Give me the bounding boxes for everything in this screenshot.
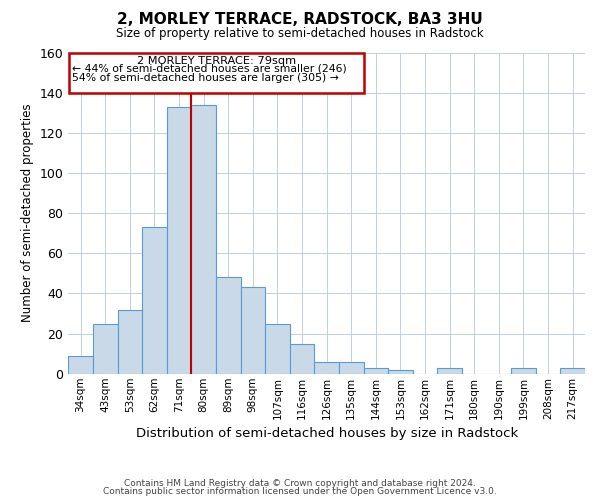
Text: Contains HM Land Registry data © Crown copyright and database right 2024.: Contains HM Land Registry data © Crown c… [124,478,476,488]
Y-axis label: Number of semi-detached properties: Number of semi-detached properties [21,104,34,322]
Bar [265,324,290,374]
Bar [339,362,364,374]
Bar [93,324,118,374]
Text: Contains public sector information licensed under the Open Government Licence v3: Contains public sector information licen… [103,487,497,496]
Bar [216,278,241,374]
Bar [142,227,167,374]
Bar [437,368,462,374]
Bar [388,370,413,374]
Bar [511,368,536,374]
Text: ← 44% of semi-detached houses are smaller (246): ← 44% of semi-detached houses are smalle… [73,64,347,74]
Bar [314,362,339,374]
Text: 54% of semi-detached houses are larger (305) →: 54% of semi-detached houses are larger (… [73,72,340,83]
Bar [560,368,585,374]
Bar [167,106,191,374]
Text: Size of property relative to semi-detached houses in Radstock: Size of property relative to semi-detach… [116,28,484,40]
X-axis label: Distribution of semi-detached houses by size in Radstock: Distribution of semi-detached houses by … [136,427,518,440]
Bar [118,310,142,374]
Text: 2 MORLEY TERRACE: 79sqm: 2 MORLEY TERRACE: 79sqm [137,56,296,66]
Bar [191,104,216,374]
Bar [69,52,364,92]
Bar [68,356,93,374]
Bar [290,344,314,374]
Bar [364,368,388,374]
Bar [241,288,265,374]
Text: 2, MORLEY TERRACE, RADSTOCK, BA3 3HU: 2, MORLEY TERRACE, RADSTOCK, BA3 3HU [117,12,483,28]
